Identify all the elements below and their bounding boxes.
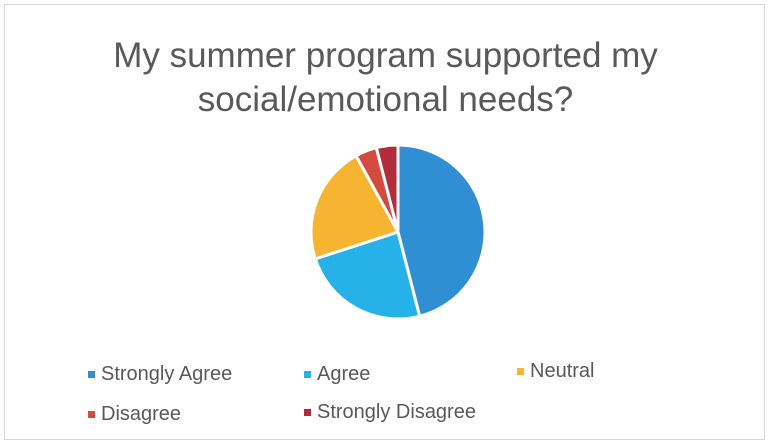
legend-item-strongly-disagree: Strongly Disagree xyxy=(304,400,476,424)
legend-item-strongly-agree: Strongly Agree xyxy=(88,362,232,386)
chart-title-line-1: My summer program supported my xyxy=(113,36,658,75)
legend-item-neutral: Neutral xyxy=(517,359,594,383)
legend-swatch-strongly-agree xyxy=(88,370,95,378)
pie-slice-strongly-agree xyxy=(396,143,487,318)
legend-label-strongly-agree: Strongly Agree xyxy=(101,363,233,385)
legend-label-neutral: Neutral xyxy=(530,360,595,382)
legend-swatch-neutral xyxy=(517,367,524,375)
legend-swatch-agree xyxy=(304,370,311,378)
chart-title: My summer program supported my social/em… xyxy=(0,34,771,122)
legend-label-strongly-disagree: Strongly Disagree xyxy=(317,401,476,423)
legend-swatch-strongly-disagree xyxy=(304,408,311,416)
pie-slice-neutral xyxy=(309,154,400,261)
pie-slice-strongly-disagree xyxy=(374,143,400,234)
legend-swatch-disagree xyxy=(88,410,95,418)
legend-label-agree: Agree xyxy=(317,363,371,385)
legend-item-agree: Agree xyxy=(304,362,370,386)
legend-item-disagree: Disagree xyxy=(88,402,181,426)
legend-label-disagree: Disagree xyxy=(101,403,182,425)
chart-title-line-2: social/emotional needs? xyxy=(197,80,574,119)
pie-slice-agree xyxy=(313,230,422,321)
